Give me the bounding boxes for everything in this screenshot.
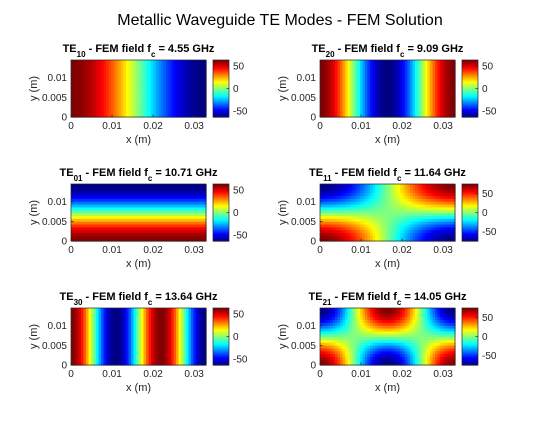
y-axis: 0 0.005 0.01 [42,197,74,247]
colorbar-tick-label: 0 [482,84,488,95]
colorbar-tick-label: -50 [233,107,248,118]
y-tick-label: 0 [61,237,67,248]
x-axis-label: x (m) [126,134,151,146]
colorbar-tick-label: 0 [233,84,239,95]
y-tick-label: 0.005 [291,93,316,104]
y-axis-label: y (m) [28,76,40,101]
colorbar-tick-label: 50 [482,61,494,72]
y-axis-label: y (m) [277,76,289,101]
x-tick-label: 0.01 [102,245,122,256]
x-axis-label: x (m) [375,258,400,270]
y-axis: 0 0.005 0.01 [291,73,323,123]
y-axis-label: y (m) [28,200,40,225]
x-axis-label: x (m) [126,258,151,270]
colorbar-tick-label: 50 [233,61,245,72]
title-text: = 10.71 GHz [152,167,218,179]
colorbar-tick-label: -50 [482,227,497,238]
heatmap-field [71,308,207,366]
colorbar-tick-label: 50 [233,185,245,196]
y-tick-label: 0.005 [291,217,316,228]
x-tick-label: 0 [68,121,74,132]
panel-title: TE20 - FEM field fc = 9.09 GHz [312,43,464,59]
x-tick-label: 0 [68,245,74,256]
title-text: - FEM field f [83,167,149,179]
x-tick-label: 0.02 [143,245,163,256]
title-text: TE [63,43,77,55]
x-tick-label: 0.01 [351,245,371,256]
panel-te10: TE10 - FEM field fc = 4.55 GHz 0 0.01 0.02 0… [28,43,248,146]
y-tick-label: 0 [310,237,316,248]
y-tick-label: 0.01 [297,73,317,84]
y-tick-label: 0.005 [42,93,67,104]
colorbar-tick-label: 50 [482,189,494,200]
title-text: = 11.64 GHz [401,167,466,179]
panel-te01: TE01 - FEM field fc = 10.71 GHz 0 0.01 0.02… [28,167,248,270]
y-tick-label: 0.01 [48,197,68,208]
y-tick-label: 0.005 [42,217,67,228]
x-tick-label: 0.01 [102,121,122,132]
heatmap-field [320,184,456,242]
panel-title: TE10 - FEM field fc = 4.55 GHz [63,43,215,59]
title-text: TE [60,167,74,179]
colorbar-tick-label: 0 [482,208,488,219]
x-tick-label: 0.02 [392,245,412,256]
y-axis: 0 0.005 0.01 [42,73,74,123]
x-tick-label: 0.02 [143,121,163,132]
y-axis: 0 0.005 0.01 [291,197,323,247]
y-tick-label: 0 [310,113,316,124]
colorbar: 50 0 -50 [462,60,497,118]
x-tick-label: 0.03 [433,121,453,132]
x-tick-label: 0.01 [351,121,371,132]
x-tick-label: 0 [317,121,323,132]
title-text: - FEM field f [335,43,401,55]
colorbar-tick-label: -50 [482,107,497,118]
colorbar-tick-label: -50 [233,231,248,242]
y-axis-label: y (m) [277,200,289,225]
x-tick-label: 0.03 [433,245,453,256]
title-text: = 9.09 GHz [404,43,464,55]
panel-title: TE11 - FEM field fc = 11.64 GHz [309,167,466,183]
figure-title: Metallic Waveguide TE Modes - FEM Soluti… [117,12,442,29]
heatmap-field [71,60,207,118]
title-text: - FEM field f [332,167,398,179]
colorbar: 50 0 -50 [213,60,248,118]
colorbar: 50 0 -50 [462,184,497,242]
x-tick-label: 0.02 [392,121,412,132]
title-text: TE [309,167,323,179]
x-tick-label: 0.03 [184,121,204,132]
x-tick-label: 0 [317,245,323,256]
colorbar: 50 0 -50 [213,184,248,242]
title-text: = 4.55 GHz [155,43,215,55]
x-axis-label: x (m) [375,134,400,146]
panel-te20: TE20 - FEM field fc = 9.09 GHz 0 0.01 0.02 0… [277,43,497,146]
y-tick-label: 0 [61,113,67,124]
x-tick-label: 0.03 [184,245,204,256]
heatmap-field [71,184,207,242]
heatmap-field [320,60,456,118]
panel-title: TE01 - FEM field fc = 10.71 GHz [60,167,218,183]
title-text: TE [312,43,326,55]
y-tick-label: 0.01 [297,197,317,208]
colorbar-tick-label: 0 [233,208,239,219]
y-tick-label: 0.01 [48,73,68,84]
title-text: - FEM field f [86,43,152,55]
panel-te11: TE11 - FEM field fc = 11.64 GHz 0 0.01 0.02… [277,167,497,270]
